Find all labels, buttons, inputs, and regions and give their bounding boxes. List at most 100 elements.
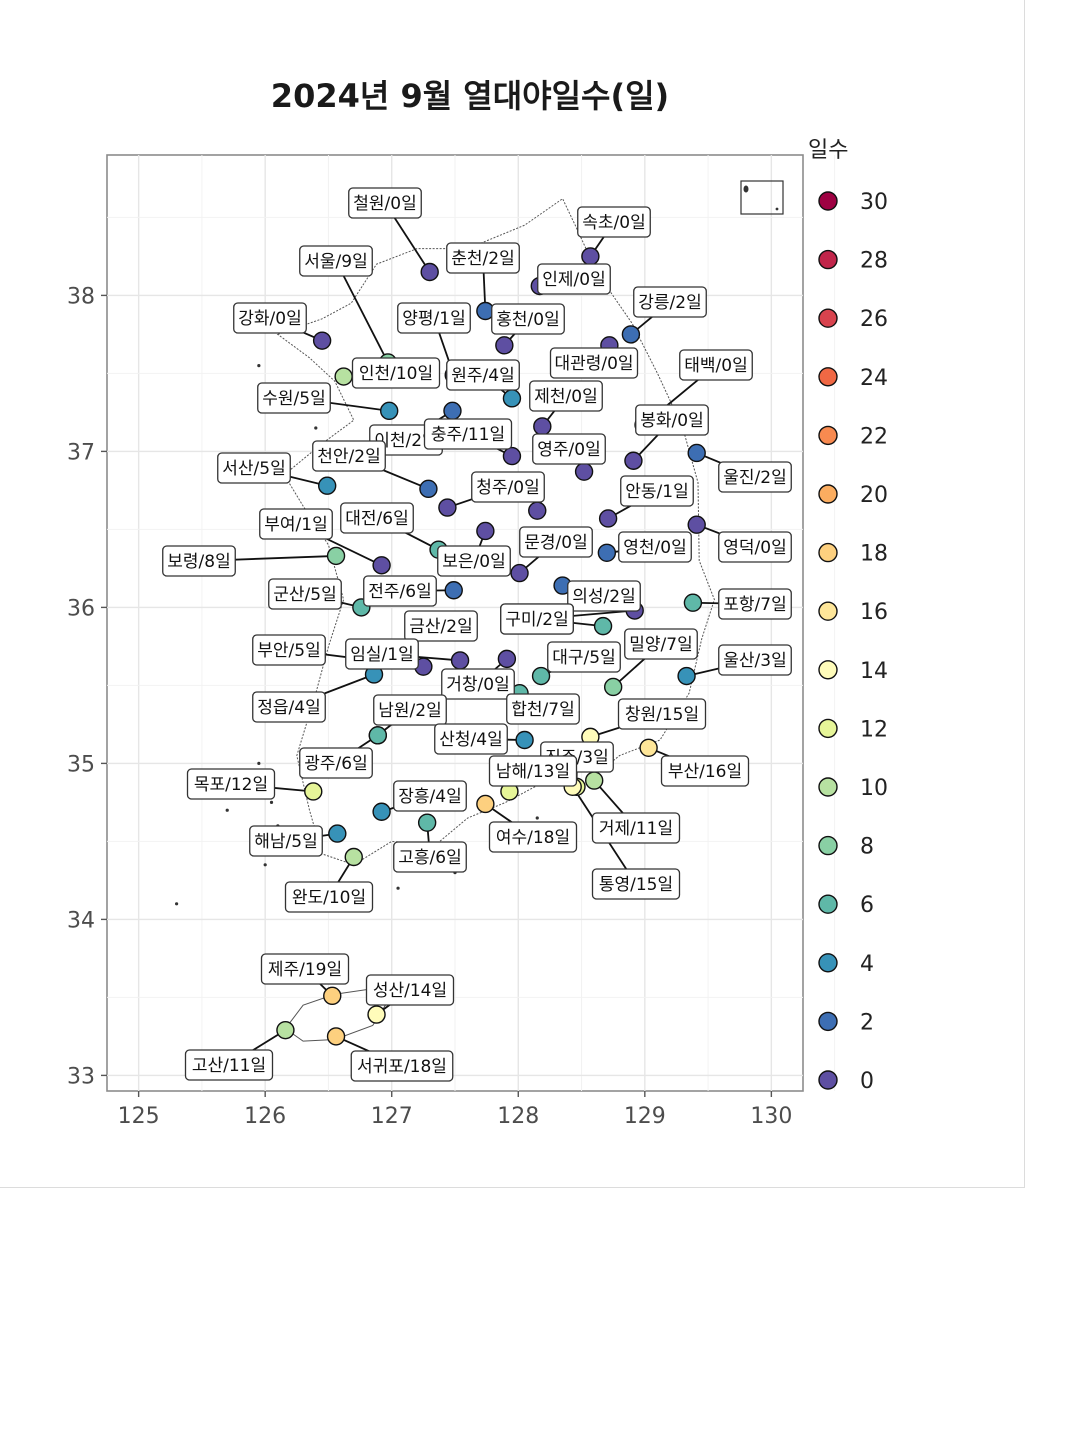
station-label: 남원/2일 [373, 694, 447, 726]
legend-swatch [818, 718, 838, 739]
station-label-text: 금산/2일 [409, 617, 472, 637]
station-point [624, 451, 643, 470]
station-point [683, 593, 703, 612]
chart-title: 2024년 9월 열대야일수(일) [271, 77, 669, 115]
station-label: 강릉/2일 [633, 286, 707, 318]
station-label-box [635, 404, 709, 436]
station-label-text: 강릉/2일 [638, 293, 701, 313]
station-label-box [718, 461, 792, 493]
station-label-box [471, 471, 545, 503]
station-label-box [547, 641, 621, 673]
station-label-box [620, 475, 694, 507]
station-label-box [618, 531, 692, 563]
legend-swatch [818, 953, 838, 973]
station-label-box [312, 440, 386, 472]
station-point [420, 262, 439, 282]
legend-swatch [818, 601, 838, 621]
station-point [372, 802, 391, 821]
station-label: 구미/2일 [500, 603, 574, 635]
station-label: 정읍/4일 [252, 691, 326, 723]
station-point [687, 515, 706, 534]
station-label-box [351, 357, 441, 389]
station-label-box [268, 578, 342, 610]
station-label: 충주/11일 [423, 418, 513, 450]
station-point [323, 986, 342, 1006]
station-label: 철원/0일 [348, 187, 422, 219]
station-point [438, 498, 457, 517]
legend-label: 20 [860, 483, 888, 508]
station-label-box [446, 242, 520, 274]
station-label-box [617, 698, 707, 730]
station-label-box [660, 755, 750, 787]
station-label: 산청/4일 [434, 723, 508, 755]
legend-label: 2 [860, 1010, 874, 1035]
station-label-text: 고흥/6일 [398, 848, 461, 868]
station-label: 금산/2일 [404, 610, 478, 642]
station-label-box [437, 545, 511, 577]
station-label-text: 보은/0일 [442, 552, 505, 572]
station-label-text: 합천/7일 [511, 700, 574, 720]
station-label: 제천/0일 [529, 380, 603, 412]
legend-swatch [818, 777, 838, 797]
legend-label: 26 [860, 307, 888, 332]
station-label: 태백/0일 [679, 349, 753, 381]
station-label-box [363, 575, 437, 607]
station-label: 장흥/4일 [393, 780, 467, 812]
station-point [417, 813, 437, 832]
legend-label: 8 [860, 835, 874, 860]
legend-swatch [818, 249, 838, 270]
station-point [450, 651, 470, 670]
station-label-box [373, 694, 447, 726]
station-label-text: 이천/2일 [374, 431, 437, 451]
legend-label: 28 [860, 249, 888, 274]
station-label-box [577, 206, 651, 238]
station-label-text: 서귀포/18일 [357, 1057, 447, 1077]
station-label: 보령/8일 [162, 545, 236, 577]
station-label-text: 원주/4일 [451, 366, 514, 386]
station-label-text: 군산/5일 [273, 585, 336, 605]
station-point [593, 616, 613, 636]
station-label: 강화/0일 [233, 302, 307, 334]
station-label: 양평/1일 [397, 302, 471, 334]
station-point [328, 824, 347, 843]
station-label-text: 대전/6일 [345, 509, 408, 529]
station-point [304, 782, 323, 801]
island-dot [257, 364, 261, 368]
station-label-text: 충주/11일 [431, 425, 505, 445]
legend-label: 16 [860, 600, 888, 625]
station-label: 천안/2일 [312, 440, 386, 472]
station-label: 영덕/0일 [718, 531, 792, 563]
station-label-text: 성산/14일 [373, 981, 447, 1001]
station-label-box [624, 628, 698, 660]
station-point [598, 509, 618, 528]
y-tick-label: 38 [67, 284, 95, 309]
station-point [574, 462, 594, 481]
station-label-box [345, 638, 419, 670]
station-label-box [718, 588, 792, 620]
island-dot [396, 886, 400, 890]
station-point [476, 794, 495, 814]
legend-swatch [818, 835, 838, 856]
station-label-text: 임실/1일 [350, 645, 413, 665]
station-label-box [633, 286, 707, 318]
station-label-box [718, 644, 792, 676]
station-label: 여수/18일 [488, 821, 578, 853]
station-label-text: 울산/3일 [723, 651, 786, 671]
station-label: 부여/1일 [259, 508, 333, 540]
dokdo-island [775, 207, 779, 211]
station-label: 의성/2일 [567, 580, 641, 612]
station-label-text: 제천/0일 [534, 387, 597, 407]
station-label-box [252, 634, 326, 666]
legend-swatch [818, 1070, 838, 1090]
legend-label: 24 [860, 366, 888, 391]
station-point [597, 543, 617, 562]
station-label-box [217, 452, 291, 484]
station-label: 전주/6일 [363, 575, 437, 607]
station-label: 광주/6일 [299, 747, 373, 779]
station-point [531, 666, 551, 686]
station-label-box [249, 825, 323, 857]
station-label: 창원/15일 [617, 698, 707, 730]
station-label: 청주/0일 [471, 471, 545, 503]
station-label-box [350, 1050, 454, 1082]
station-label-box [397, 302, 471, 334]
